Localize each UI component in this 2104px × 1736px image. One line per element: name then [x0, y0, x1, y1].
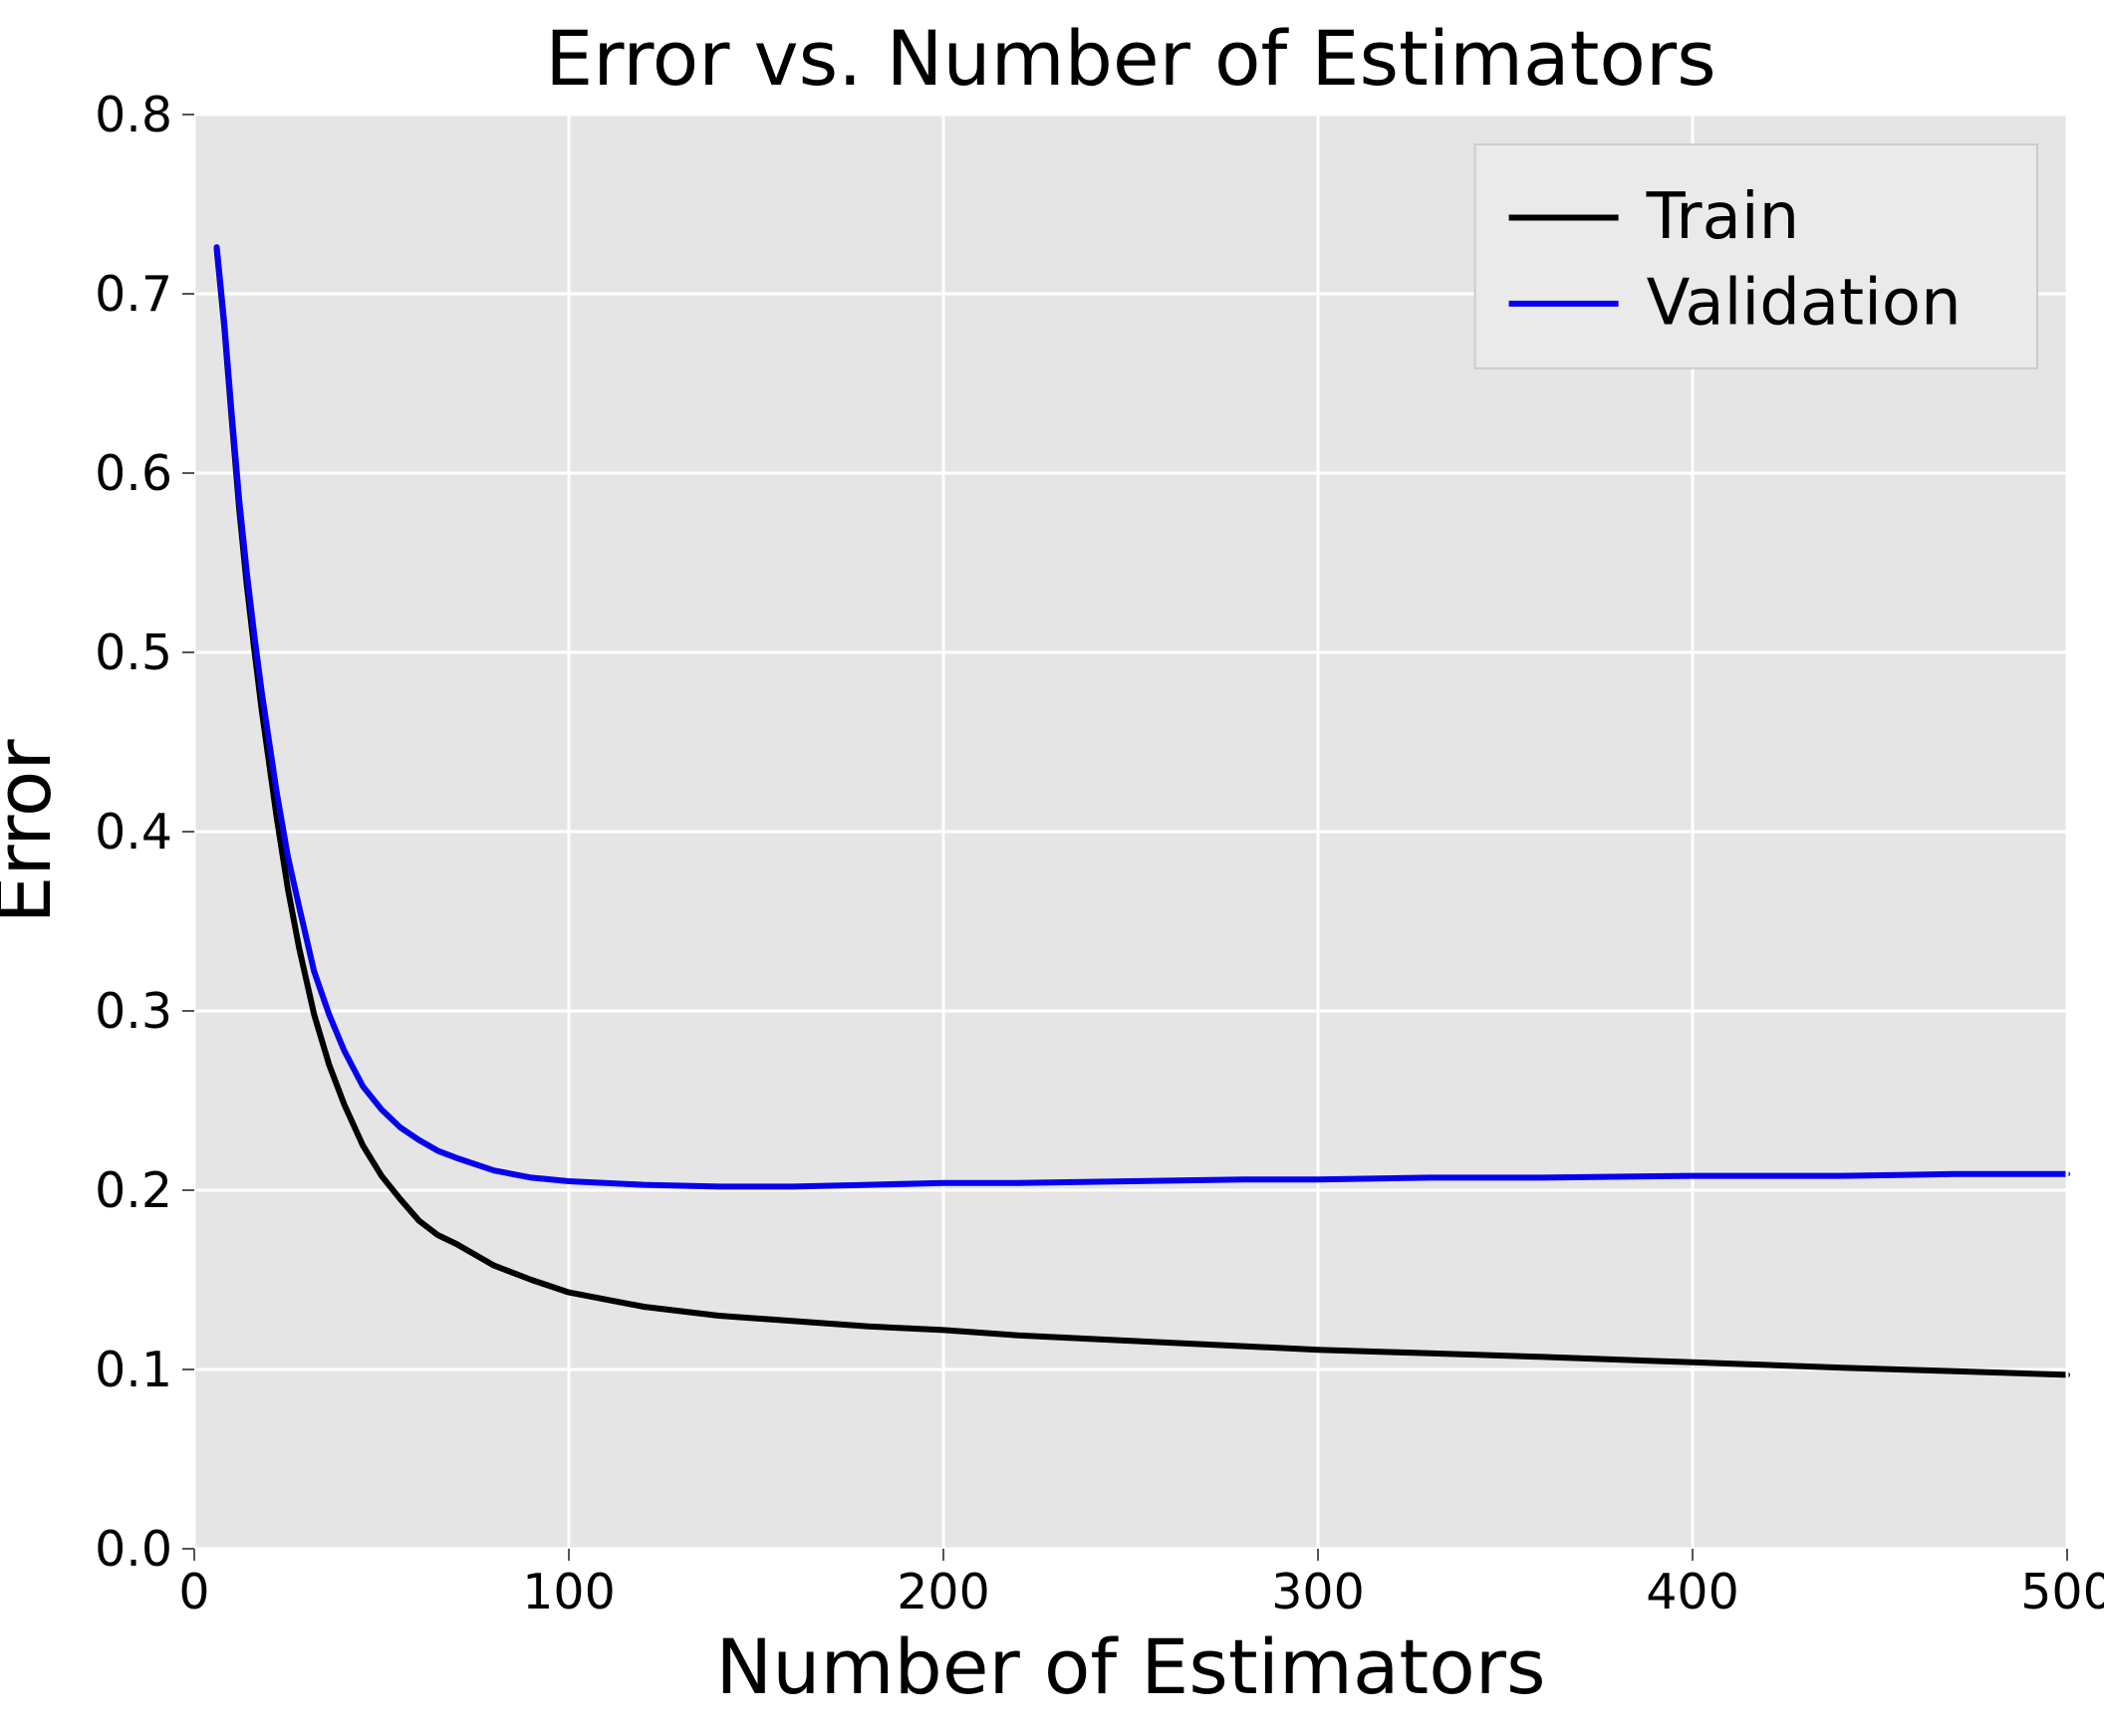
legend: Train Validation	[1475, 144, 2037, 369]
y-tick-label: 0.1	[95, 1342, 172, 1398]
y-tick-label: 0.0	[95, 1521, 172, 1578]
legend-label: Train	[1646, 180, 1800, 254]
y-tick-label: 0.2	[95, 1162, 172, 1219]
y-tick-label: 0.6	[95, 445, 172, 502]
x-tick-label: 200	[897, 1564, 990, 1620]
line-chart: 0100200300400500 0.00.10.20.30.40.50.60.…	[0, 0, 2104, 1736]
chart-container: 0100200300400500 0.00.10.20.30.40.50.60.…	[0, 0, 2104, 1736]
x-tick-label: 400	[1646, 1564, 1739, 1620]
y-ticks: 0.0 0.1 0.2 0.3 0.4 0.5 0.6 0.7 0.8	[95, 87, 194, 1578]
x-tick-label: 0	[178, 1564, 209, 1620]
y-tick-label: 0.5	[95, 624, 172, 681]
y-axis-label: Error	[0, 739, 68, 924]
x-tick-label: 500	[2020, 1564, 2104, 1620]
x-tick-label: 300	[1271, 1564, 1365, 1620]
chart-title: Error vs. Number of Estimators	[545, 14, 1715, 103]
y-tick-label: 0.4	[95, 804, 172, 861]
x-axis-label: Number of Estimators	[715, 1622, 1545, 1711]
x-tick-label: 100	[522, 1564, 616, 1620]
y-tick-label: 0.3	[95, 983, 172, 1040]
y-tick-label: 0.7	[95, 266, 172, 323]
legend-label: Validation	[1647, 266, 1962, 340]
x-ticks: 0 100 200 300 400 500	[178, 1549, 2104, 1620]
y-tick-label: 0.8	[95, 87, 172, 143]
